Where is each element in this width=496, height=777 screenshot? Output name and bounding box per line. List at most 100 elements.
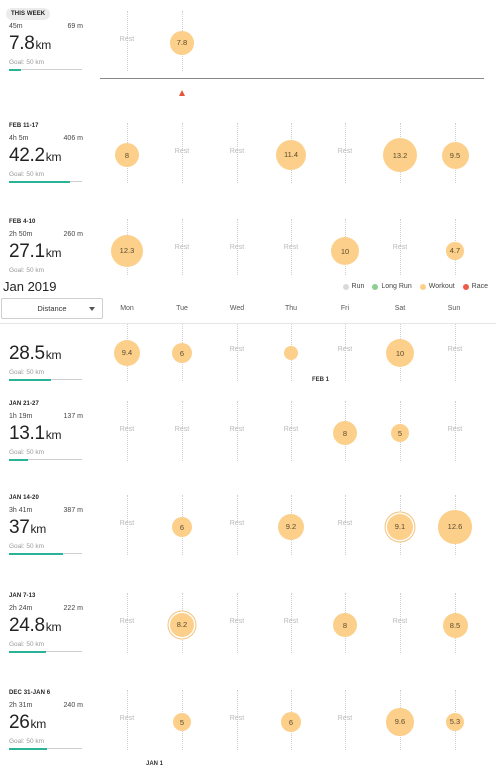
week-summary[interactable]: THIS WEEK 45m 69 m 7.8km Goal: 50 km <box>6 8 83 73</box>
week-distance-value: 28.5 <box>9 343 45 364</box>
week-row: THIS WEEK 45m 69 m 7.8km Goal: 50 km Rest 7.8 <box>0 8 496 81</box>
goal-progress-fill <box>9 458 28 461</box>
day-cell[interactable]: Rest <box>318 690 372 750</box>
day-cell[interactable]: Rest <box>264 593 318 653</box>
workout-bubble[interactable]: 10 <box>331 237 359 265</box>
day-cell[interactable]: 5.3 <box>428 690 482 750</box>
day-cell[interactable]: 8.2 <box>155 593 209 653</box>
workout-bubble[interactable]: 4.7 <box>446 242 464 260</box>
day-cell[interactable]: 8.5 <box>428 593 482 653</box>
day-cell[interactable]: Rest <box>210 495 264 555</box>
workout-bubble[interactable]: 8 <box>333 613 357 637</box>
day-cell[interactable]: 6 <box>155 321 209 381</box>
week-elevation: 240 m <box>63 702 83 709</box>
week-time: 3h 41m <box>9 507 33 514</box>
week-summary[interactable]: FEB 11-17 4h 5m 406 m 42.2km Goal: 50 km <box>9 123 83 185</box>
day-cell[interactable]: Rest <box>264 219 318 279</box>
workout-bubble[interactable]: 8.2 <box>169 612 195 638</box>
week-label: JAN 21-27 <box>9 401 39 407</box>
day-cell[interactable]: Rest <box>264 401 318 461</box>
day-cell[interactable]: Rest <box>210 219 264 279</box>
workout-bubble[interactable]: 5 <box>391 424 409 442</box>
week-goal: Goal: 50 km <box>9 738 45 745</box>
day-cell[interactable]: 11.4 <box>264 123 318 183</box>
day-cell[interactable]: 8 <box>318 401 372 461</box>
day-cell[interactable]: 9.1 <box>373 495 427 555</box>
day-cell[interactable]: 5 <box>155 690 209 750</box>
week-summary[interactable]: JAN 7-13 2h 24m 222 m 24.8km Goal: 50 km <box>9 593 83 655</box>
day-cell[interactable]: 10 <box>373 321 427 381</box>
day-cell[interactable]: 4.7 <box>428 219 482 279</box>
workout-bubble[interactable]: 6 <box>281 712 301 732</box>
week-distance: 24.8km <box>9 615 61 637</box>
day-cell[interactable]: Rest <box>210 593 264 653</box>
workout-bubble[interactable]: 9.1 <box>386 513 414 541</box>
workout-bubble[interactable]: 12.3 <box>110 234 144 268</box>
week-goal: Goal: 50 km <box>9 449 45 456</box>
day-cell[interactable]: Rest <box>100 690 154 750</box>
day-cell[interactable]: Rest <box>210 401 264 461</box>
day-cell[interactable]: Rest <box>318 321 372 381</box>
day-cell[interactable]: 5 <box>373 401 427 461</box>
day-cell[interactable]: Rest <box>100 11 154 71</box>
workout-bubble[interactable]: 8.5 <box>442 612 468 638</box>
week-summary[interactable]: JAN 21-27 1h 19m 137 m 13.1km Goal: 50 km <box>9 401 83 463</box>
workout-bubble[interactable]: 11.4 <box>275 139 307 171</box>
metric-select[interactable]: Distance <box>1 298 103 319</box>
day-cell[interactable]: 13.2 <box>373 123 427 183</box>
workout-bubble[interactable]: 8 <box>115 143 139 167</box>
rest-label: Rest <box>119 426 135 433</box>
day-cell[interactable]: 6 <box>264 690 318 750</box>
workout-bubble[interactable] <box>284 346 298 360</box>
workout-bubble[interactable]: 9.4 <box>113 339 141 367</box>
day-cell[interactable]: 8 <box>318 593 372 653</box>
workout-bubble[interactable]: 5 <box>173 713 191 731</box>
week-row: 28.5km Goal: 50 km 9.4 6 Rest Rest 10 Rest <box>0 321 496 391</box>
day-divider <box>127 401 128 461</box>
week-distance-unit: km <box>45 246 62 260</box>
day-cell[interactable]: 8 <box>100 123 154 183</box>
day-cell[interactable]: Rest <box>373 219 427 279</box>
day-cell[interactable]: Rest <box>100 593 154 653</box>
workout-bubble[interactable]: 9.6 <box>386 708 414 736</box>
day-cell[interactable] <box>264 321 318 381</box>
workout-bubble[interactable]: 8 <box>333 421 357 445</box>
day-cell[interactable]: Rest <box>155 219 209 279</box>
day-cell[interactable]: Rest <box>155 123 209 183</box>
workout-bubble[interactable]: 12.6 <box>438 510 472 544</box>
day-cell[interactable]: Rest <box>210 690 264 750</box>
day-cell[interactable]: Rest <box>318 495 372 555</box>
workout-bubble[interactable]: 13.2 <box>383 138 417 172</box>
week-goal: Goal: 50 km <box>9 267 45 274</box>
day-cell[interactable]: 9.5 <box>428 123 482 183</box>
week-elevation: 387 m <box>63 507 83 514</box>
day-cell[interactable]: Rest <box>318 123 372 183</box>
day-cell[interactable]: Rest <box>210 123 264 183</box>
day-cell[interactable]: 6 <box>155 495 209 555</box>
workout-bubble[interactable]: 9.5 <box>441 141 469 169</box>
week-summary[interactable]: JAN 14-20 3h 41m 387 m 37km Goal: 50 km <box>9 495 83 557</box>
workout-bubble[interactable]: 10 <box>386 339 414 367</box>
day-cell[interactable]: 12.3 <box>100 219 154 279</box>
day-cell[interactable]: Rest <box>100 401 154 461</box>
day-cell[interactable]: Rest <box>100 495 154 555</box>
day-cell[interactable]: 9.6 <box>373 690 427 750</box>
workout-bubble[interactable]: 5.3 <box>445 712 465 732</box>
week-summary[interactable]: DEC 31-JAN 6 2h 31m 240 m 26km Goal: 50 km <box>9 690 83 752</box>
week-summary[interactable]: FEB 4-10 2h 50m 260 m 27.1km Goal: 50 km <box>9 219 83 281</box>
day-cell[interactable]: Rest <box>428 321 482 381</box>
workout-bubble[interactable]: 7.8 <box>170 31 194 55</box>
day-cell[interactable]: Rest <box>155 401 209 461</box>
day-cell[interactable]: Rest <box>210 321 264 381</box>
day-cell[interactable]: 9.2 <box>264 495 318 555</box>
week-summary[interactable]: 28.5km Goal: 50 km <box>9 321 83 383</box>
day-cell[interactable]: 7.8 <box>155 11 209 71</box>
day-cell[interactable]: 12.6 <box>428 495 482 555</box>
workout-bubble[interactable]: 6 <box>172 343 192 363</box>
workout-bubble[interactable]: 9.2 <box>277 513 305 541</box>
day-cell[interactable]: Rest <box>428 401 482 461</box>
day-cell[interactable]: 9.4 <box>100 321 154 381</box>
day-cell[interactable]: 10 <box>318 219 372 279</box>
day-cell[interactable]: Rest <box>373 593 427 653</box>
workout-bubble[interactable]: 6 <box>172 517 192 537</box>
